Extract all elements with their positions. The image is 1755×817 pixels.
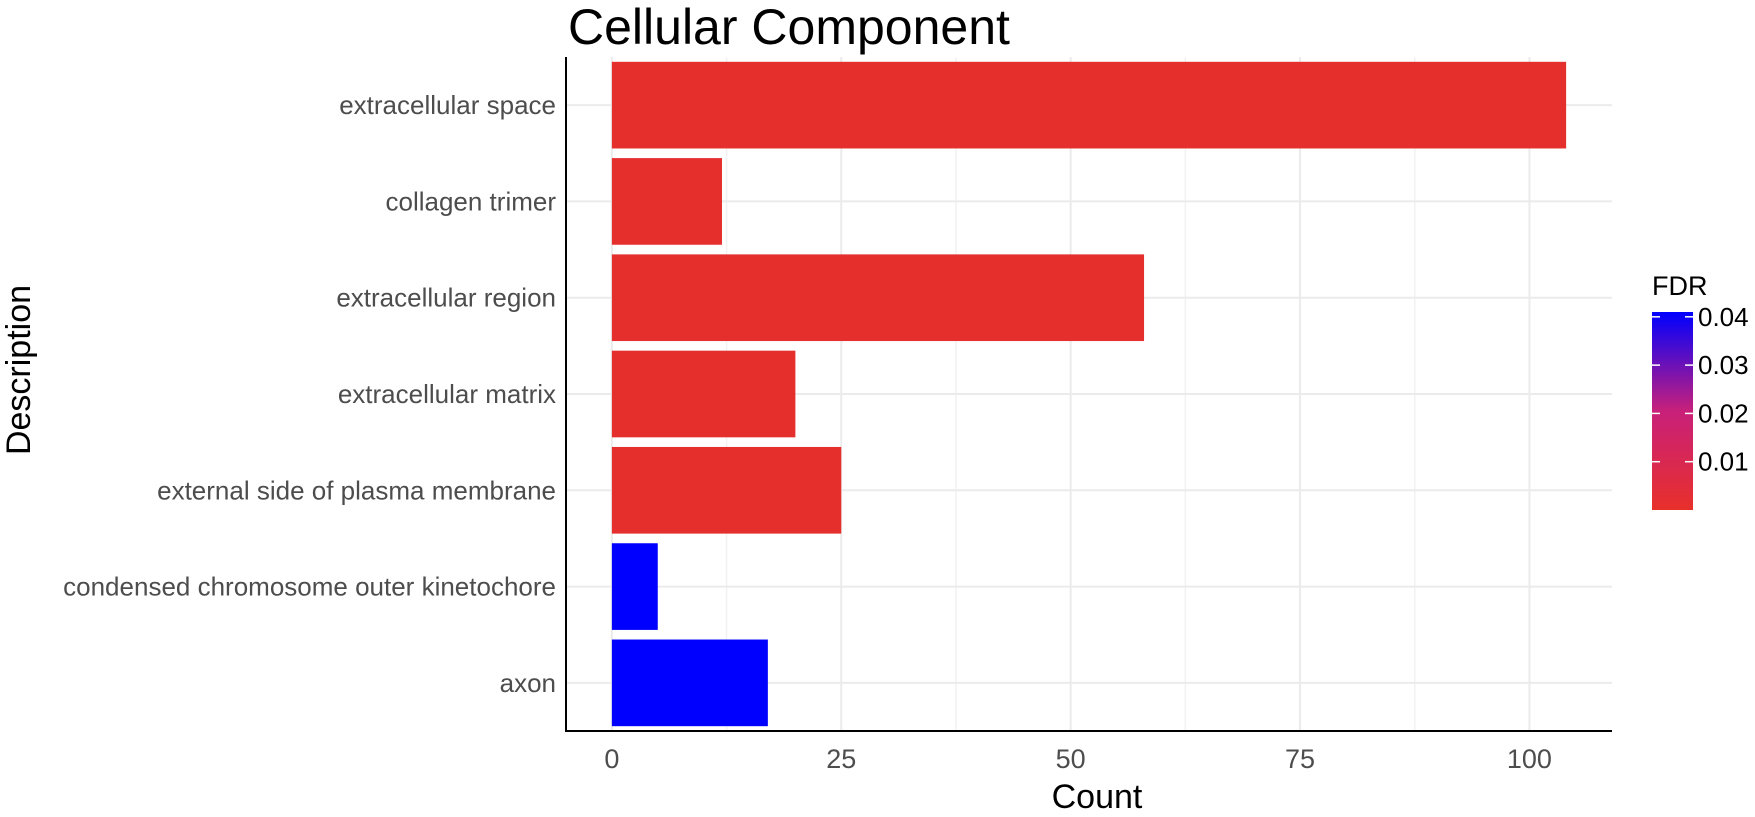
category-label: external side of plasma membrane [157,475,556,505]
x-tick-label: 100 [1507,744,1552,774]
category-label: extracellular matrix [338,379,556,409]
fdr-legend: FDR 0.04 0.03 0.02 0.01 [1652,271,1749,510]
category-label: collagen trimer [385,186,556,216]
y-axis-title: Description [0,285,38,455]
x-axis-title: Count [1052,778,1143,816]
legend-title: FDR [1652,271,1708,301]
x-tick-label: 0 [604,744,619,774]
category-label: axon [500,668,556,698]
bar-4 [611,446,842,534]
bar-1 [611,158,722,245]
x-tick-label: 50 [1056,744,1086,774]
bar-0 [611,61,1567,149]
category-labels: extracellular space collagen trimer extrac… [63,90,556,698]
bars [611,61,1567,727]
bar-3 [611,350,796,438]
bar-6 [611,639,768,727]
category-label: extracellular region [336,283,556,313]
x-tick-label: 75 [1285,744,1315,774]
x-tick-label: 25 [826,744,856,774]
x-tick-labels: 0 25 50 75 100 [604,744,1552,774]
legend-tick-label: 0.04 [1698,302,1749,332]
bar-2 [611,254,1145,342]
legend-colorbar [1652,312,1693,510]
bar-5 [611,543,658,630]
legend-tick-label: 0.02 [1698,398,1749,428]
category-label: condensed chromosome outer kinetochore [63,572,556,602]
legend-tick-label: 0.01 [1698,447,1749,477]
legend-tick-label: 0.03 [1698,350,1749,380]
chart-title: Cellular Component [568,0,1010,55]
legend-ticks: 0.04 0.03 0.02 0.01 [1652,302,1749,477]
category-label: extracellular space [339,90,556,120]
